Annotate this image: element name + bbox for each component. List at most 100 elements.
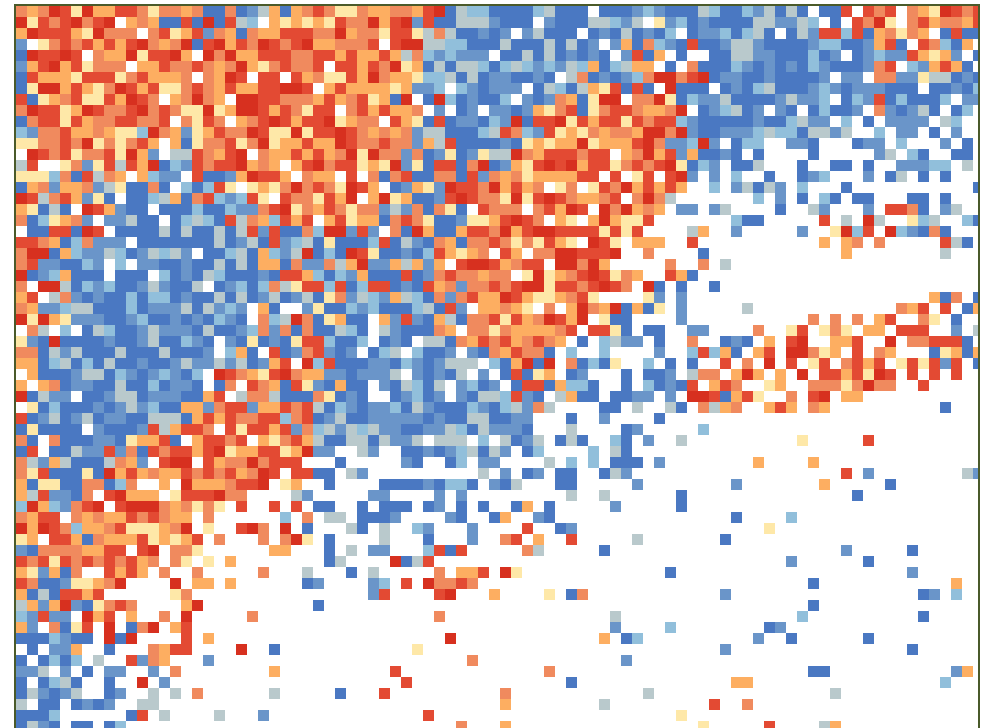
raster-cell xyxy=(478,303,489,314)
raster-cell xyxy=(445,226,456,237)
raster-cell xyxy=(621,72,632,83)
raster-cell xyxy=(863,28,874,39)
raster-cell xyxy=(896,303,907,314)
raster-cell xyxy=(368,248,379,259)
raster-cell xyxy=(357,413,368,424)
raster-cell xyxy=(918,303,929,314)
raster-cell xyxy=(753,182,764,193)
raster-cell xyxy=(71,556,82,567)
raster-cell xyxy=(940,17,951,28)
raster-cell xyxy=(269,402,280,413)
raster-cell xyxy=(368,589,379,600)
raster-cell xyxy=(676,435,687,446)
raster-cell xyxy=(60,259,71,270)
raster-cell xyxy=(115,248,126,259)
raster-cell xyxy=(852,358,863,369)
raster-cell xyxy=(742,182,753,193)
raster-cell xyxy=(247,226,258,237)
raster-cell xyxy=(412,248,423,259)
raster-cell xyxy=(82,413,93,424)
raster-cell xyxy=(49,468,60,479)
raster-cell xyxy=(390,402,401,413)
raster-cell xyxy=(181,644,192,655)
raster-cell xyxy=(720,28,731,39)
raster-cell xyxy=(38,303,49,314)
raster-cell xyxy=(412,226,423,237)
raster-cell xyxy=(27,534,38,545)
raster-cell xyxy=(489,160,500,171)
raster-cell xyxy=(456,413,467,424)
raster-cell xyxy=(500,6,511,17)
raster-cell xyxy=(632,61,643,72)
raster-cell xyxy=(489,127,500,138)
raster-cell xyxy=(555,391,566,402)
raster-cell xyxy=(566,149,577,160)
raster-cell xyxy=(60,138,71,149)
raster-cell xyxy=(555,50,566,61)
raster-cell xyxy=(753,149,764,160)
raster-cell xyxy=(192,303,203,314)
raster-cell xyxy=(973,50,978,61)
raster-cell xyxy=(203,61,214,72)
raster-cell xyxy=(951,292,962,303)
raster-cell xyxy=(885,347,896,358)
raster-cell xyxy=(588,270,599,281)
raster-cell xyxy=(665,83,676,94)
raster-cell xyxy=(610,314,621,325)
raster-cell xyxy=(687,171,698,182)
raster-cell xyxy=(456,259,467,270)
raster-cell xyxy=(346,303,357,314)
raster-cell xyxy=(71,226,82,237)
raster-cell xyxy=(962,61,973,72)
raster-cell xyxy=(236,424,247,435)
raster-cell xyxy=(566,72,577,83)
raster-cell xyxy=(148,138,159,149)
raster-cell xyxy=(82,292,93,303)
raster-cell xyxy=(16,523,27,534)
raster-cell xyxy=(786,50,797,61)
raster-cell xyxy=(478,149,489,160)
raster-cell xyxy=(357,270,368,281)
raster-cell xyxy=(49,127,60,138)
raster-cell xyxy=(324,270,335,281)
raster-cell xyxy=(60,358,71,369)
raster-cell xyxy=(632,402,643,413)
raster-cell xyxy=(390,28,401,39)
raster-cell xyxy=(104,633,115,644)
raster-cell xyxy=(126,512,137,523)
raster-cell xyxy=(302,534,313,545)
raster-cell xyxy=(71,39,82,50)
raster-cell xyxy=(709,72,720,83)
raster-cell xyxy=(566,523,577,534)
raster-cell xyxy=(170,644,181,655)
raster-cell xyxy=(93,358,104,369)
raster-cell xyxy=(280,534,291,545)
raster-cell xyxy=(500,424,511,435)
raster-cell xyxy=(566,160,577,171)
raster-cell xyxy=(390,94,401,105)
raster-cell xyxy=(38,457,49,468)
raster-cell xyxy=(137,270,148,281)
raster-cell xyxy=(533,468,544,479)
raster-cell xyxy=(929,215,940,226)
raster-cell xyxy=(489,358,500,369)
raster-cell xyxy=(181,358,192,369)
raster-cell xyxy=(632,633,643,644)
raster-cell xyxy=(467,259,478,270)
raster-cell xyxy=(588,226,599,237)
raster-cell xyxy=(390,105,401,116)
raster-cell xyxy=(313,402,324,413)
raster-cell xyxy=(852,237,863,248)
raster-cell xyxy=(533,127,544,138)
raster-cell xyxy=(16,336,27,347)
raster-cell xyxy=(60,347,71,358)
raster-cell xyxy=(16,39,27,50)
raster-cell xyxy=(203,358,214,369)
raster-cell xyxy=(247,457,258,468)
raster-cell xyxy=(71,160,82,171)
raster-cell xyxy=(621,468,632,479)
raster-cell xyxy=(621,39,632,50)
raster-cell xyxy=(676,171,687,182)
raster-cell xyxy=(786,39,797,50)
raster-cell xyxy=(335,391,346,402)
